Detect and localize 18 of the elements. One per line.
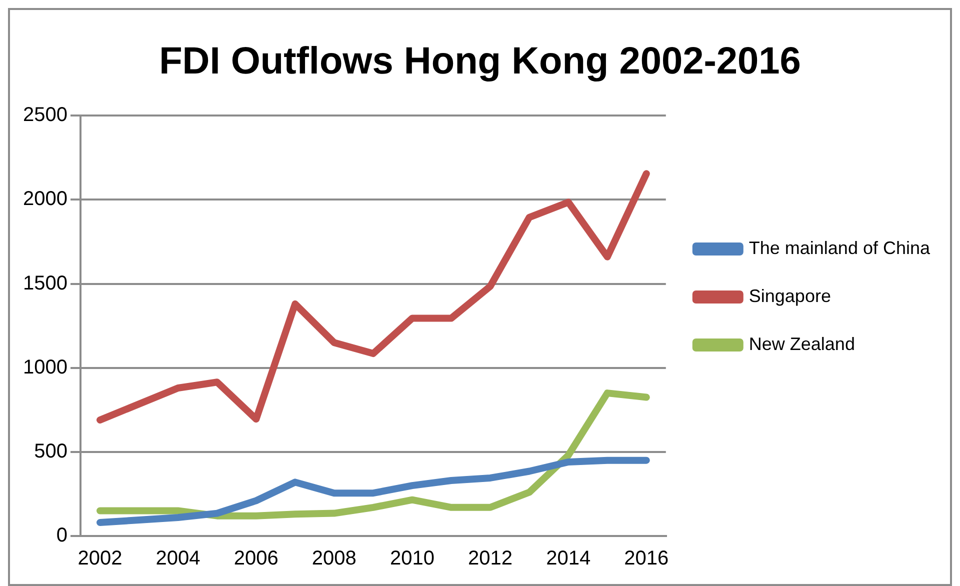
x-tick-label: 2010 (390, 548, 434, 570)
x-tick-label: 2004 (156, 548, 200, 570)
y-tick-label: 1500 (22, 272, 68, 294)
x-tick-label: 2008 (312, 548, 356, 570)
x-tick-label: 2006 (234, 548, 278, 570)
x-tick-label: 2016 (624, 548, 669, 570)
x-tick-label: 2002 (78, 548, 122, 570)
chart-title: FDI Outflows Hong Kong 2002-2016 (159, 40, 801, 82)
x-tick-label: 2012 (468, 548, 513, 570)
y-tick-label: 2500 (22, 104, 68, 126)
y-tick-label: 1000 (22, 356, 68, 378)
y-tick-label: 2000 (22, 188, 68, 210)
legend-label: New Zealand (748, 334, 855, 354)
legend-label: The mainland of China (748, 238, 931, 258)
y-tick-label: 500 (34, 440, 68, 462)
x-tick-label: 2014 (546, 548, 591, 570)
legend-label: Singapore (748, 286, 831, 306)
y-tick-label: 0 (56, 524, 68, 547)
